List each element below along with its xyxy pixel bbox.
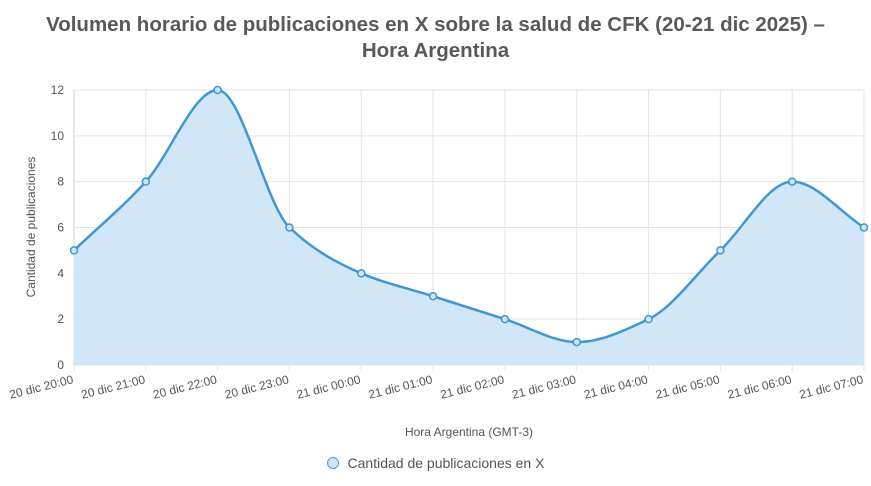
chart-title: Volumen horario de publicaciones en X so…: [0, 12, 871, 64]
x-tick-label: 21 dic 00:00: [295, 372, 362, 401]
x-tick-label: 20 dic 22:00: [152, 372, 219, 401]
y-tick-label: 8: [57, 175, 64, 189]
data-point[interactable]: [716, 246, 725, 255]
legend-swatch: [326, 457, 339, 469]
x-tick-label: 20 dic 23:00: [223, 372, 290, 401]
data-point[interactable]: [141, 177, 151, 186]
y-tick-label: 4: [57, 266, 64, 280]
x-tick-label: 21 dic 01:00: [367, 372, 434, 401]
x-tick-label: 21 dic 04:00: [582, 372, 649, 401]
x-tick-label: 21 dic 07:00: [798, 372, 865, 401]
y-tick-label: 10: [51, 129, 65, 143]
data-point[interactable]: [69, 246, 79, 255]
x-tick-label: 21 dic 05:00: [654, 372, 721, 401]
data-point[interactable]: [572, 337, 581, 347]
chart-title-line-1: Volumen horario de publicaciones en X so…: [46, 13, 825, 36]
y-tick-label: 2: [57, 312, 64, 326]
x-axis-title: Hora Argentina (GMT-3): [405, 425, 533, 439]
y-axis-title: Cantidad de publicaciones: [24, 157, 38, 298]
data-points: [69, 85, 869, 347]
chart-title-line-2: Hora Argentina: [361, 39, 510, 62]
x-axis-ticks: 20 dic 20:00 20 dic 21:00 20 dic 22:00 20 d…: [8, 372, 865, 401]
x-tick-label: 21 dic 03:00: [511, 372, 578, 401]
x-tick-label: 20 dic 20:00: [8, 372, 75, 401]
y-axis-ticks: 0 2 4 6 8 10 12: [51, 83, 65, 372]
x-tick-label: 20 dic 21:00: [80, 372, 147, 401]
y-tick-label: 12: [51, 83, 65, 97]
x-tick-label: 21 dic 06:00: [726, 372, 793, 401]
legend-label: Cantidad de publicaciones en X: [347, 455, 545, 471]
legend[interactable]: Cantidad de publicaciones en X: [0, 455, 871, 471]
series-line: [73, 88, 865, 344]
data-point[interactable]: [644, 314, 653, 324]
data-point[interactable]: [859, 223, 869, 232]
data-point[interactable]: [357, 269, 366, 278]
data-point[interactable]: [428, 292, 438, 301]
series-area-fill: [74, 90, 864, 365]
data-point[interactable]: [500, 314, 510, 324]
y-tick-label: 0: [57, 358, 64, 372]
y-tick-label: 6: [57, 221, 64, 235]
data-point[interactable]: [213, 85, 222, 95]
data-point[interactable]: [285, 223, 294, 232]
data-point[interactable]: [787, 177, 797, 186]
x-tick-label: 21 dic 02:00: [439, 372, 506, 401]
